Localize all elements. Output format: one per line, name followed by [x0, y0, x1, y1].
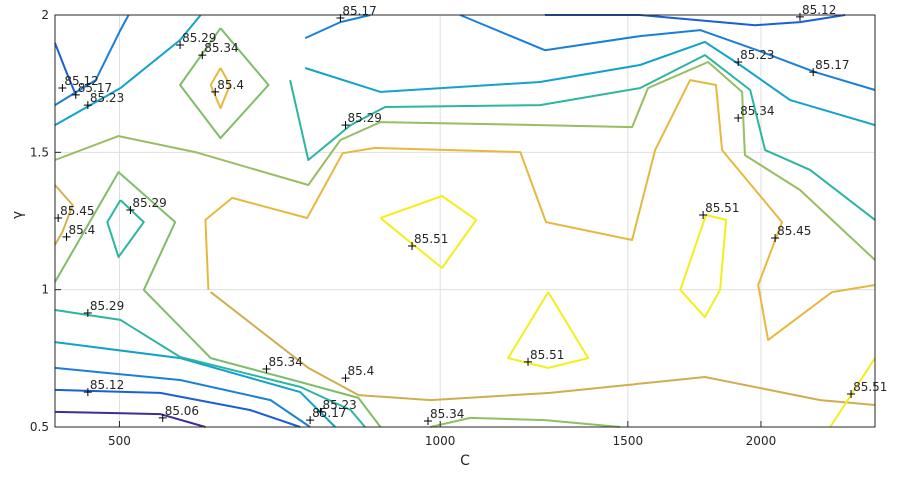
- contour-label: 85.29: [348, 111, 382, 125]
- contour-label: 85.34: [430, 407, 464, 421]
- label-marker: [211, 87, 220, 96]
- label-marker: [306, 416, 315, 425]
- label-marker: [198, 51, 207, 60]
- contour-label: 85.17: [342, 4, 376, 18]
- contour-label: 85.12: [64, 74, 98, 88]
- contour-label: 85.34: [204, 41, 238, 55]
- label-marker: [795, 12, 804, 21]
- label-marker: [341, 121, 350, 130]
- contour-line: [210, 291, 876, 406]
- y-axis-label: γ: [10, 211, 26, 219]
- contour-label: 85.34: [740, 104, 774, 118]
- contour-line: [179, 27, 270, 140]
- y-tick-label: 1.5: [30, 145, 49, 159]
- contour-line: [204, 79, 876, 341]
- contour-label: 85.51: [705, 201, 739, 215]
- x-tick-label: 1000: [425, 434, 456, 448]
- label-marker: [176, 40, 185, 49]
- contour-label: 85.23: [322, 398, 356, 412]
- contour-label: 85.51: [414, 232, 448, 246]
- contour-line: [379, 195, 478, 269]
- label-marker: [83, 388, 92, 397]
- contour-label: 85.4: [217, 78, 244, 92]
- contour-label: 85.51: [530, 348, 564, 362]
- label-marker: [316, 407, 325, 416]
- label-marker: [83, 309, 92, 318]
- x-axis-label: C: [460, 453, 470, 469]
- contour-label: 85.51: [853, 380, 887, 394]
- contour-lines: [54, 14, 876, 428]
- axes: 500 1000 1500 2000 0.5 1 1.5 2: [30, 8, 876, 448]
- contour-line: [829, 357, 876, 428]
- label-marker: [158, 413, 167, 422]
- contour-line: [304, 14, 371, 40]
- label-marker: [262, 365, 271, 374]
- label-marker: [847, 390, 856, 399]
- contour-label: 85.23: [740, 48, 774, 62]
- contour-line: [54, 61, 876, 261]
- contour-label: 85.29: [90, 299, 124, 313]
- plot-frame: [54, 14, 876, 428]
- label-marker: [83, 101, 92, 110]
- contour-line: [54, 309, 366, 428]
- label-marker: [734, 57, 743, 66]
- contour-label: 85.45: [777, 224, 811, 238]
- label-marker: [71, 90, 80, 99]
- label-marker: [734, 114, 743, 122]
- contour-line: [54, 171, 382, 428]
- label-marker: [54, 213, 63, 222]
- contour-label: 85.29: [182, 31, 216, 45]
- label-marker: [771, 234, 780, 243]
- contour-label: 85.45: [60, 204, 94, 218]
- contour-line: [54, 184, 74, 246]
- contour-line: [54, 42, 77, 96]
- label-marker: [126, 206, 135, 215]
- contour-line: [54, 366, 311, 428]
- y-tick-label: 2: [41, 8, 49, 22]
- contour-labels: 85.17 85.1285.2985.3485.485.2385.1785.128…: [54, 3, 887, 425]
- contour-line: [289, 54, 876, 221]
- x-tick-label: 1500: [613, 434, 644, 448]
- contour-label: 85.17: [78, 81, 112, 95]
- y-tick-label: 0.5: [30, 420, 49, 434]
- label-marker: [424, 416, 433, 425]
- contour-label: 85.17: [815, 58, 849, 72]
- contour-label: 85.17: [312, 406, 346, 420]
- label-marker: [341, 374, 350, 383]
- label-marker: [58, 84, 67, 93]
- label-marker: [408, 241, 417, 250]
- contour-line: [106, 199, 145, 258]
- contour-line: [304, 40, 876, 127]
- contour-label: 85.23: [90, 91, 124, 105]
- label-marker: [524, 357, 533, 366]
- contour-line: [507, 291, 590, 369]
- contour-line: [54, 341, 336, 428]
- x-tick-label: 500: [108, 434, 131, 448]
- contour-line: [54, 388, 301, 428]
- contour-label: 85.06: [165, 404, 199, 418]
- x-tick-label: 2000: [746, 434, 777, 448]
- label-marker: [809, 68, 818, 77]
- label-marker: [699, 210, 708, 219]
- y-tick-label: 1: [41, 283, 49, 297]
- contour-label: 85.12: [90, 378, 124, 392]
- contour-line: [209, 67, 231, 110]
- label-marker: [62, 232, 71, 241]
- contour-label: 85.34: [268, 355, 302, 369]
- contour-label: 85.12: [802, 3, 836, 17]
- contour-line: [54, 410, 206, 428]
- contour-label: 85.4: [69, 223, 96, 237]
- contour-line: [679, 214, 728, 319]
- contour-label: 85.4: [348, 364, 375, 378]
- contour-label: 85.29: [132, 196, 166, 210]
- contour-line: [430, 416, 621, 428]
